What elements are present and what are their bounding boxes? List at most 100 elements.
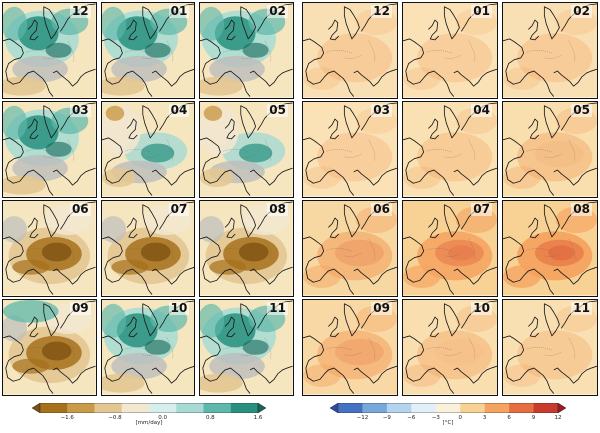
month-label: 04: [168, 103, 190, 117]
month-label: 05: [571, 103, 592, 117]
precipitation-map-panel: 04: [100, 101, 196, 198]
precipitation-colorbar: −1.6 −0.8 0.0 0.8 1.6 [mm/day]: [32, 403, 266, 426]
temperature-map-panel: 12: [302, 2, 398, 99]
precipitation-map-04: [101, 102, 195, 197]
precipitation-map-panel: 03: [2, 101, 97, 198]
temperature-tick-label: −3: [431, 415, 440, 421]
temperature-tick-label: 12: [554, 415, 562, 421]
precipitation-colorbar-segment: [67, 403, 95, 413]
month-label: 12: [69, 4, 91, 18]
month-label: 06: [69, 202, 91, 216]
temperature-map-05: [503, 102, 597, 197]
month-label: 06: [371, 202, 392, 216]
precipitation-maps: 12 01 02 03 04 05 06 07 08 09 10 11: [2, 2, 294, 396]
temperature-colorbar-segment: [411, 403, 436, 413]
temperature-map-panel: 09: [302, 299, 398, 396]
month-label: 07: [471, 202, 492, 216]
precipitation-grid: 12 01 02 03 04 05 06 07 08 09 10 11: [2, 2, 294, 396]
temperature-tick-label: −12: [356, 415, 369, 421]
temperature-map-panel: 02: [502, 2, 598, 99]
temperature-colorbar-segment: [435, 403, 461, 413]
precipitation-map-panel: 06: [2, 200, 97, 297]
temperature-map-panel: 07: [402, 200, 498, 297]
temperature-map-11: [503, 300, 597, 395]
month-label: 05: [267, 103, 288, 117]
temperature-colorbar-bar: [330, 403, 566, 413]
month-label: 12: [371, 4, 392, 18]
month-label: 10: [168, 301, 190, 315]
precipitation-colorbar-segment: [94, 403, 122, 413]
temperature-colorbar-segment: [484, 403, 510, 413]
temperature-tick-label: 3: [482, 415, 487, 421]
precipitation-map-panel: 12: [2, 2, 97, 99]
temperature-colorbar-segment: [460, 403, 485, 413]
temperature-tick-label: 0: [458, 415, 462, 421]
precipitation-map-02: [200, 3, 293, 98]
precipitation-map-01: [101, 3, 195, 98]
month-label: 09: [69, 301, 91, 315]
month-label: 08: [267, 202, 288, 216]
precipitation-unit: [mm/day]: [135, 420, 163, 426]
temperature-colorbar-segment: [338, 403, 363, 413]
temperature-map-07: [403, 201, 497, 296]
month-label: 07: [168, 202, 190, 216]
temperature-maps: 12 01 02 03 04 05 06 07 08 09 10 11: [302, 2, 598, 396]
month-label: 02: [571, 4, 592, 18]
temperature-map-01: [403, 3, 497, 98]
temperature-tick-label: −6: [407, 415, 416, 421]
precipitation-map-panel: 11: [199, 299, 294, 396]
precipitation-colorbar-segment: [203, 403, 231, 413]
temperature-colorbar-segment: [386, 403, 412, 413]
precipitation-map-05: [200, 102, 293, 197]
precipitation-colorbar-segment: [149, 403, 177, 413]
precipitation-colorbar-bar: [32, 403, 266, 413]
precipitation-map-panel: 08: [199, 200, 294, 297]
temperature-colorbar-segment: [509, 403, 534, 413]
precipitation-tick-label: −1.6: [60, 415, 74, 421]
temperature-tick-label: 6: [507, 415, 511, 421]
month-label: 04: [471, 103, 492, 117]
month-label: 01: [168, 4, 190, 18]
temperature-map-panel: 10: [402, 299, 498, 396]
month-label: 11: [571, 301, 592, 315]
temperature-map-panel: 08: [502, 200, 598, 297]
temperature-tick-label: 9: [531, 415, 536, 421]
precipitation-colorbar-ticks: −1.6 −0.8 0.0 0.8 1.6: [32, 413, 266, 423]
precipitation-tick-label: 1.6: [253, 415, 263, 421]
precipitation-colorbar-segment: [40, 403, 68, 413]
temperature-map-panel: 04: [402, 101, 498, 198]
month-label: 09: [371, 301, 392, 315]
month-label: 03: [69, 103, 91, 117]
temperature-map-panel: 06: [302, 200, 398, 297]
temperature-map-panel: 01: [402, 2, 498, 99]
precipitation-map-08: [200, 201, 293, 296]
precipitation-map-09: [3, 300, 96, 395]
temperature-map-10: [403, 300, 497, 395]
temperature-map-panel: 03: [302, 101, 398, 198]
precipitation-map-panel: 02: [199, 2, 294, 99]
temperature-map-08: [503, 201, 597, 296]
precipitation-tick-label: 0.0: [158, 415, 167, 421]
temperature-map-panel: 05: [502, 101, 598, 198]
temperature-colorbar: −12 −9 −6 −3 0 3 6 9 12 [°C]: [330, 403, 566, 426]
precipitation-map-panel: 07: [100, 200, 196, 297]
temperature-colorbar-segment: [362, 403, 388, 413]
precipitation-map-12: [3, 3, 96, 98]
month-label: 10: [471, 301, 492, 315]
month-label: 08: [571, 202, 592, 216]
precipitation-map-panel: 05: [199, 101, 294, 198]
precipitation-colorbar-segment: [121, 403, 150, 413]
month-label: 11: [267, 301, 288, 315]
temperature-colorbar-segment: [533, 403, 559, 413]
temperature-map-03: [303, 102, 397, 197]
precipitation-map-panel: 10: [100, 299, 196, 396]
precipitation-tick-label: 0.8: [205, 415, 215, 421]
temperature-map-09: [303, 300, 397, 395]
precipitation-tick-label: −0.8: [108, 415, 122, 421]
precipitation-map-06: [3, 201, 96, 296]
month-label: 02: [267, 4, 288, 18]
month-label: 01: [471, 4, 492, 18]
precipitation-map-panel: 01: [100, 2, 196, 99]
temperature-tick-label: −9: [382, 415, 391, 421]
precipitation-map-panel: 09: [2, 299, 97, 396]
